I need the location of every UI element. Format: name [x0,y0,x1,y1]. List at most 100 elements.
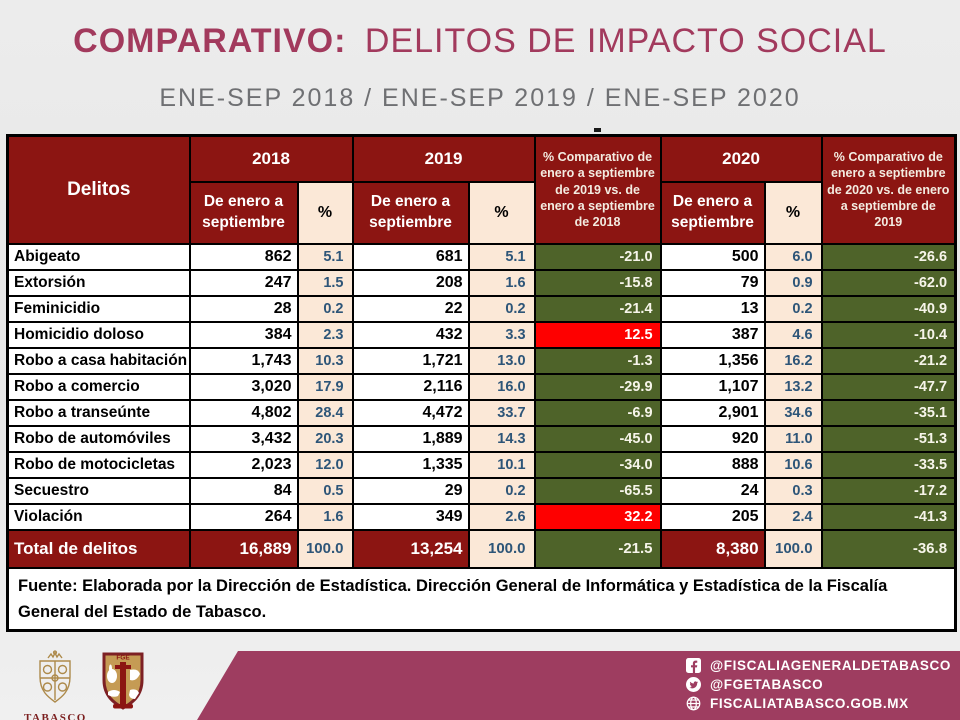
header-year-2019: 2019 [351,134,536,183]
total-comp-2019-2018: -21.5 [533,528,662,569]
website-link[interactable]: FISCALIATABASCO.GOB.MX [686,695,951,711]
header-comparativo-2020-2019: % Comparativo de enero a septiembre de 2… [820,134,957,245]
table-row: Robo a casa habitación 1,743 10.3 1,721 13.0… [6,346,957,375]
cell-comp-2020-2019: -35.1 [820,398,957,427]
cell-2019-value: 1,721 [351,346,470,375]
total-label: Total de delitos [6,528,191,569]
cell-delito: Robo de motocicletas [6,450,191,479]
table-row: Robo a comercio 3,020 17.9 2,116 16.0 -29.9 1,… [6,372,957,401]
page-title: COMPARATIVO: DELITOS DE IMPACTO SOCIAL [0,22,960,61]
cell-2020-value: 205 [659,502,766,531]
fge-logo-text: FGE [116,655,130,662]
cell-2018-value: 4,802 [188,398,299,427]
facebook-icon [686,657,701,673]
page-title-rest: DELITOS DE IMPACTO SOCIAL [364,22,887,60]
cell-2018-value: 3,432 [188,424,299,453]
table-row: Robo a transeúnte 4,802 28.4 4,472 33.7 -6.9 2… [6,398,957,427]
cell-comp-2019-2018: -34.0 [533,450,662,479]
cell-2018-pct: 1.6 [296,502,354,531]
cell-2018-pct: 10.3 [296,346,354,375]
facebook-link[interactable]: @FISCALIAGENERALDETABASCO [686,657,951,673]
table-row: Secuestro 84 0.5 29 0.2 -65.5 24 0.3 -17.2 [6,476,957,505]
twitter-link[interactable]: @FGETABASCO [686,676,951,692]
cell-2019-value: 22 [351,294,470,323]
logos: TABASCO FGE [24,650,146,720]
cell-2018-pct: 0.2 [296,294,354,323]
total-2018-value: 16,889 [188,528,299,569]
tabasco-coat-of-arms: TABASCO [24,650,87,720]
cell-comp-2020-2019: -10.4 [820,320,957,349]
cell-comp-2019-2018: -21.4 [533,294,662,323]
cell-delito: Secuestro [6,476,191,505]
cell-2020-value: 888 [659,450,766,479]
page-subtitle: ENE-SEP 2018 / ENE-SEP 2019 / ENE-SEP 20… [159,84,801,112]
cell-2019-pct: 0.2 [467,294,536,323]
tabasco-logo-label: TABASCO [24,712,87,720]
cell-2019-value: 208 [351,268,470,297]
cell-comp-2019-2018: -6.9 [533,398,662,427]
cell-2019-value: 681 [351,242,470,271]
cell-2020-value: 2,901 [659,398,766,427]
total-2019-pct: 100.0 [467,528,536,569]
cell-2018-pct: 0.5 [296,476,354,505]
cell-2020-pct: 16.2 [763,346,823,375]
cell-comp-2019-2018: -1.3 [533,346,662,375]
cell-delito: Violación [6,502,191,531]
cell-2019-value: 1,889 [351,424,470,453]
cell-2019-pct: 14.3 [467,424,536,453]
cell-2018-value: 1,743 [188,346,299,375]
table-row: Robo de automóviles 3,432 20.3 1,889 14.3 -45… [6,424,957,453]
cell-2020-value: 500 [659,242,766,271]
tabasco-crest-icon [30,650,80,711]
cell-comp-2019-2018: -15.8 [533,268,662,297]
cell-2020-value: 79 [659,268,766,297]
header-pct-2020: % [763,180,823,245]
cell-comp-2020-2019: -26.6 [820,242,957,271]
comparative-table-wrap: Delitos 2018 2019 % Comparativo de enero… [6,134,958,633]
cell-2018-pct: 17.9 [296,372,354,401]
cell-delito: Robo de automóviles [6,424,191,453]
table-row: Homicidio doloso 384 2.3 432 3.3 12.5 387 4.6 -1… [6,320,957,349]
table-row: Feminicidio 28 0.2 22 0.2 -21.4 13 0.2 -40.9 [6,294,957,323]
header-delitos: Delitos [6,134,191,245]
cell-delito: Robo a comercio [6,372,191,401]
cell-2018-pct: 20.3 [296,424,354,453]
cell-comp-2019-2018: 12.5 [533,320,662,349]
cell-2019-value: 1,335 [351,450,470,479]
cell-comp-2020-2019: -51.3 [820,424,957,453]
cell-2020-value: 13 [659,294,766,323]
cell-2018-value: 384 [188,320,299,349]
cell-2020-pct: 13.2 [763,372,823,401]
header-period-2019: De enero a septiembre [351,180,470,245]
cell-comp-2019-2018: -21.0 [533,242,662,271]
table-row: Abigeato 862 5.1 681 5.1 -21.0 500 6.0 -26.6 [6,242,957,271]
header-pct-2018: % [296,180,354,245]
cell-delito: Robo a transeúnte [6,398,191,427]
cell-comp-2020-2019: -41.3 [820,502,957,531]
cell-2020-pct: 10.6 [763,450,823,479]
fge-shield-logo: FGE [100,650,146,717]
total-comp-2020-2019: -36.8 [820,528,957,569]
cell-comp-2020-2019: -47.7 [820,372,957,401]
cell-2018-value: 3,020 [188,372,299,401]
cell-2019-value: 349 [351,502,470,531]
total-2020-value: 8,380 [659,528,766,569]
cell-2020-value: 24 [659,476,766,505]
cell-2018-value: 247 [188,268,299,297]
website-url: FISCALIATABASCO.GOB.MX [710,695,909,711]
total-2019-value: 13,254 [351,528,470,569]
cell-delito: Homicidio doloso [6,320,191,349]
facebook-handle: @FISCALIAGENERALDETABASCO [710,657,951,673]
total-2020-pct: 100.0 [763,528,823,569]
twitter-icon [686,676,701,692]
cell-2019-pct: 33.7 [467,398,536,427]
table-row: Robo de motocicletas 2,023 12.0 1,335 10.1 -3… [6,450,957,479]
cell-2018-value: 84 [188,476,299,505]
cell-delito: Robo a casa habitación [6,346,191,375]
cell-comp-2019-2018: -65.5 [533,476,662,505]
header-comparativo-2019-2018: % Comparativo de enero a septiembre de 2… [533,134,662,245]
cell-delito: Extorsión [6,268,191,297]
cell-2020-pct: 0.2 [763,294,823,323]
cell-2018-value: 862 [188,242,299,271]
